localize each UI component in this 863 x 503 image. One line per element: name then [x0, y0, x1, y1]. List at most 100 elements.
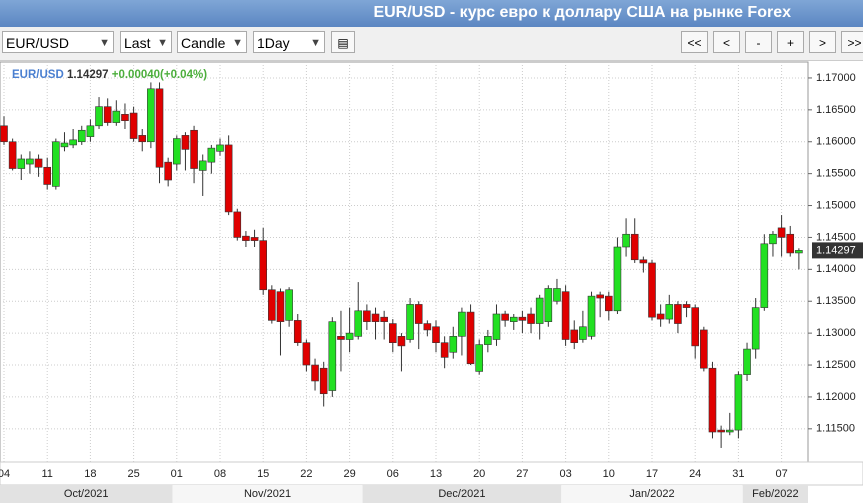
- candle-body: [725, 429, 734, 433]
- candle-body: [216, 144, 224, 152]
- candle-body: [259, 240, 268, 291]
- candle-body: [509, 316, 518, 322]
- y-tick-label: 1.14500: [816, 231, 856, 243]
- candle-body: [604, 295, 613, 312]
- candle-body: [302, 342, 311, 366]
- legend-item: +0.00040(+0.04%): [112, 69, 207, 81]
- candle-body: [656, 313, 665, 320]
- x-tick-label: 22: [300, 468, 312, 480]
- nav-button[interactable]: >: [809, 31, 836, 53]
- candle-body: [700, 329, 708, 369]
- month-band: [0, 485, 173, 503]
- candle-body: [518, 316, 527, 321]
- month-label: Feb/2022: [752, 488, 798, 500]
- candle-body: [440, 342, 449, 358]
- candle-body: [622, 233, 630, 248]
- month-band: [172, 485, 363, 503]
- candle-body: [777, 227, 786, 238]
- y-tick-label: 1.13000: [816, 327, 856, 339]
- candle-body: [207, 147, 216, 163]
- candle-body: [587, 295, 596, 337]
- candle-body: [103, 106, 112, 123]
- candle-body: [77, 129, 86, 143]
- candle-body: [285, 289, 293, 321]
- y-tick-label: 1.13500: [816, 295, 856, 307]
- legend-item: 1.14297: [67, 69, 109, 81]
- x-tick-label: 07: [775, 468, 787, 480]
- candle-body: [173, 138, 181, 165]
- candle-body: [319, 367, 328, 395]
- y-tick-label: 1.14000: [816, 263, 856, 275]
- nav-button[interactable]: >>: [841, 31, 863, 53]
- candle-body: [475, 344, 484, 372]
- legend-item: EUR/USD: [12, 69, 64, 81]
- x-tick-label: 08: [214, 468, 226, 480]
- candle-body: [458, 311, 466, 337]
- x-tick-label: 20: [473, 468, 485, 480]
- candle-body: [371, 313, 380, 322]
- x-tick-label: 27: [516, 468, 528, 480]
- candle-body: [17, 158, 26, 169]
- candle-body: [639, 259, 648, 264]
- candle-body: [43, 166, 52, 185]
- candle-body: [138, 135, 147, 143]
- candle-body: [129, 112, 138, 139]
- nav-button[interactable]: <<: [681, 31, 708, 53]
- candle-body: [354, 310, 363, 337]
- candle-body: [795, 250, 803, 254]
- candle-body: [501, 313, 509, 321]
- y-tick-label: 1.11500: [816, 423, 855, 435]
- candle-body: [665, 304, 674, 320]
- candle-body: [242, 235, 250, 241]
- nav-button[interactable]: +: [777, 31, 804, 53]
- y-tick-label: 1.16000: [816, 136, 856, 148]
- candle-body: [674, 304, 682, 324]
- candle-body: [734, 374, 743, 431]
- nav-button[interactable]: -: [745, 31, 772, 53]
- candle-body: [8, 141, 17, 169]
- month-label: Oct/2021: [64, 488, 109, 500]
- candle-body: [613, 246, 622, 312]
- x-tick-label: 29: [343, 468, 355, 480]
- candle-body: [544, 288, 553, 322]
- candle-body: [328, 321, 337, 391]
- y-tick-label: 1.12000: [816, 391, 856, 403]
- candle-body: [769, 233, 777, 245]
- x-tick-label: 18: [84, 468, 96, 480]
- month-band: [561, 485, 743, 503]
- candle-body: [423, 323, 432, 331]
- candle-body: [648, 262, 656, 318]
- candle-body: [155, 88, 164, 168]
- candle-body: [293, 320, 302, 344]
- month-band: [742, 485, 808, 503]
- candle-body: [345, 332, 354, 340]
- nav-button[interactable]: <: [713, 31, 740, 53]
- candle-body: [0, 125, 8, 143]
- candle-body: [363, 310, 371, 322]
- period-select[interactable]: 1Day: [253, 31, 325, 54]
- candle-body: [34, 158, 43, 168]
- candle-body: [121, 114, 129, 121]
- price-select[interactable]: Last: [120, 31, 172, 54]
- plot-area: [0, 61, 809, 463]
- month-label: Dec/2021: [438, 488, 485, 500]
- style-select[interactable]: Candle: [177, 31, 247, 54]
- settings-button[interactable]: ▤: [331, 31, 355, 53]
- candle-body: [570, 329, 579, 344]
- candle-body: [69, 139, 77, 146]
- candle-body: [708, 367, 717, 433]
- candle-body: [682, 304, 691, 308]
- candle-body: [337, 336, 345, 340]
- x-tick-label: 01: [171, 468, 183, 480]
- candle-body: [466, 311, 475, 365]
- candle-body: [579, 326, 587, 340]
- candle-body: [630, 233, 639, 261]
- title: EUR/USD - курс евро к доллару США на рын…: [373, 4, 791, 21]
- month-band: [362, 485, 562, 503]
- candle-body: [743, 348, 751, 375]
- candle-body: [268, 289, 276, 321]
- symbol-select[interactable]: EUR/USD: [2, 31, 114, 54]
- candle-body: [233, 211, 242, 238]
- candle-body: [380, 316, 388, 322]
- x-tick-label: 24: [689, 468, 701, 480]
